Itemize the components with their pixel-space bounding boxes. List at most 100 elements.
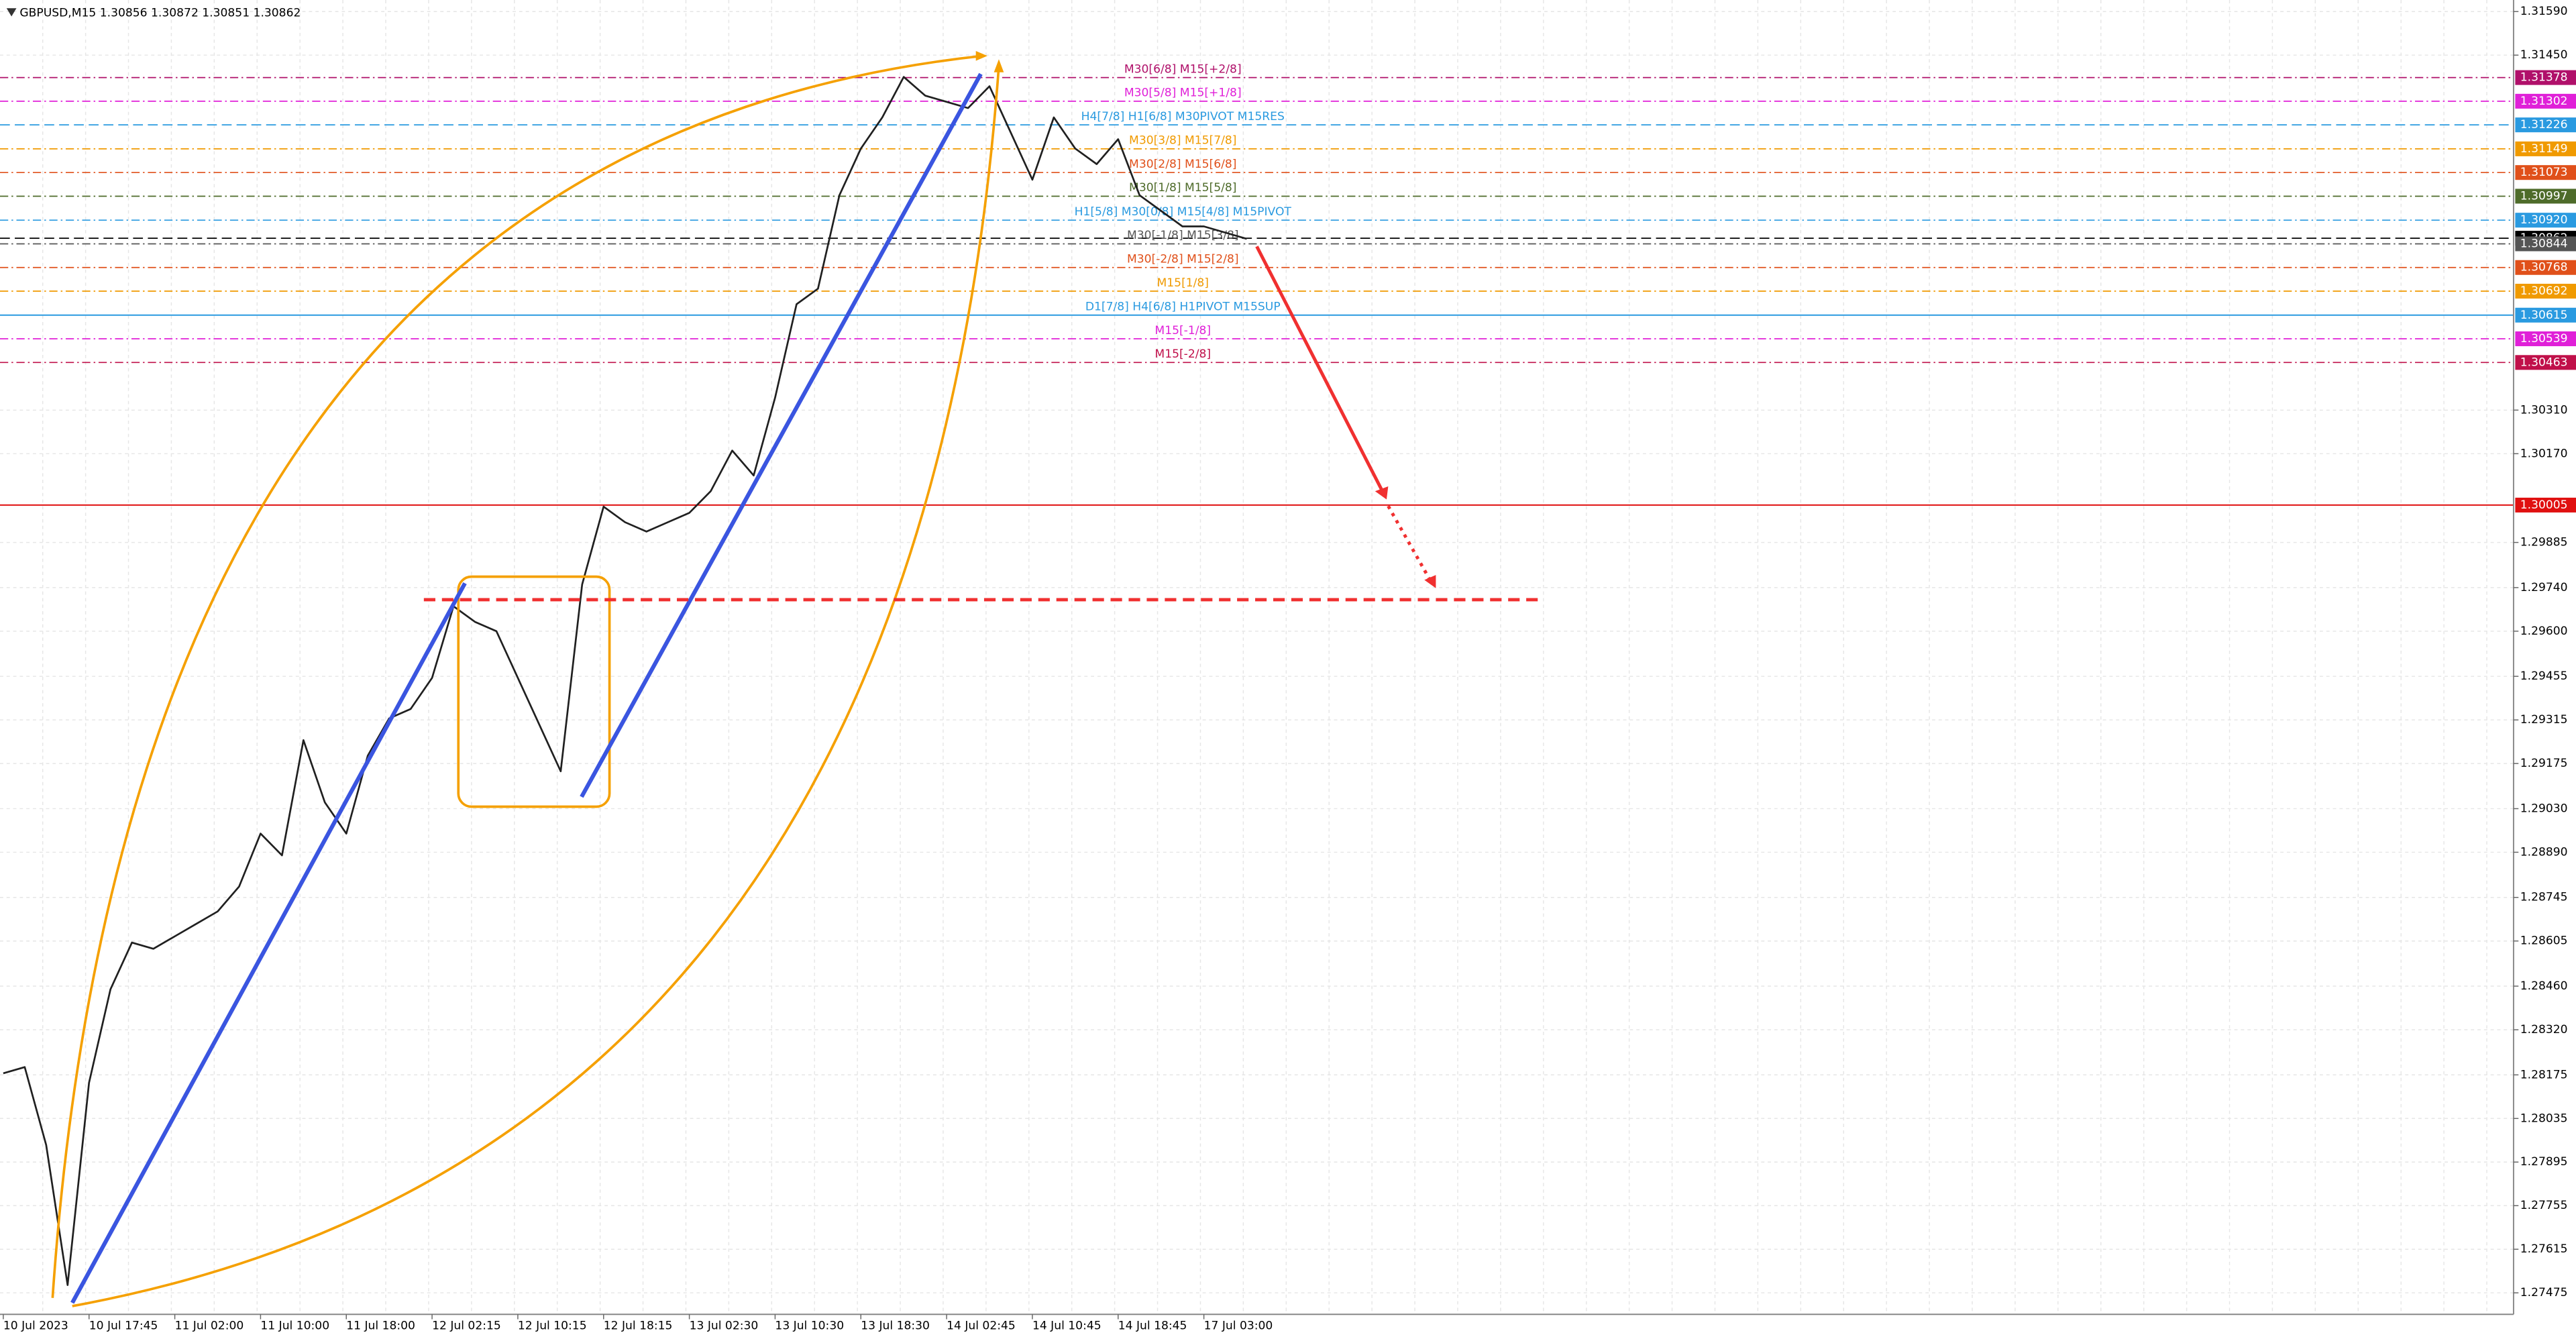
y-tick-label: 1.31450 [2520, 48, 2568, 62]
price-badge-label: 1.31073 [2520, 166, 2568, 179]
x-tick-label: 11 Jul 18:00 [346, 1319, 415, 1332]
price-badge [2515, 189, 2576, 204]
price-badge [2515, 331, 2576, 347]
price-badge-label: 1.31378 [2520, 71, 2568, 85]
orange-arc [72, 65, 1000, 1307]
arrow-head [994, 59, 1004, 72]
orange-arc [51, 54, 983, 1298]
price-badge-label: 1.31149 [2520, 142, 2568, 156]
level-label: M30[6/8] M15[+2/8] [1124, 62, 1242, 76]
chart-title: GBPUSD,M15 1.30856 1.30872 1.30851 1.308… [19, 7, 301, 20]
grid [0, 0, 2514, 1315]
price-badge-label: 1.30844 [2520, 237, 2568, 250]
x-tick-label: 12 Jul 10:15 [518, 1319, 587, 1332]
price-badge [2515, 141, 2576, 156]
drawings [51, 50, 1540, 1307]
x-tick-label: 14 Jul 10:45 [1032, 1319, 1102, 1332]
x-tick-label: 13 Jul 02:30 [690, 1319, 759, 1332]
x-tick-label: 10 Jul 17:45 [89, 1319, 158, 1332]
price-badge [2515, 497, 2576, 513]
y-tick-label: 1.27895 [2520, 1155, 2568, 1169]
y-tick-label: 1.29600 [2520, 625, 2568, 638]
y-tick-label: 1.27475 [2520, 1286, 2568, 1299]
price-badge-label: 1.30920 [2520, 213, 2568, 227]
level-label: M30[1/8] M15[5/8] [1129, 181, 1236, 195]
x-tick-label: 13 Jul 10:30 [775, 1319, 844, 1332]
y-tick-label: 1.28890 [2520, 845, 2568, 859]
y-tick-label: 1.29315 [2520, 713, 2568, 727]
level-label: H1[5/8] M30[0/8] M15[4/8] M15PIVOT [1075, 205, 1292, 219]
arrow-head [975, 50, 987, 61]
x-tick-label: 12 Jul 18:15 [604, 1319, 673, 1332]
arrow-head [1424, 575, 1436, 588]
price-badge [2515, 213, 2576, 228]
y-tick-label: 1.29740 [2520, 581, 2568, 594]
price-badge-label: 1.30463 [2520, 356, 2568, 369]
x-tick-label: 17 Jul 03:00 [1204, 1319, 1273, 1332]
x-tick-label: 13 Jul 18:30 [861, 1319, 930, 1332]
forecast-arrow [1387, 505, 1433, 583]
y-tick-label: 1.27615 [2520, 1242, 2568, 1256]
forecast-arrow [1255, 246, 1385, 494]
y-tick-label: 1.29455 [2520, 670, 2568, 683]
price-badge [2515, 260, 2576, 275]
price-badge [2515, 284, 2576, 299]
price-badge [2515, 93, 2576, 109]
y-tick-label: 1.30310 [2520, 403, 2568, 417]
price-badge-label: 1.30005 [2520, 498, 2568, 512]
price-badge [2515, 117, 2576, 133]
x-tick-label: 12 Jul 02:15 [432, 1319, 501, 1332]
trend-line [580, 72, 983, 798]
x-tick-label: 14 Jul 02:45 [947, 1319, 1016, 1332]
level-label: M30[5/8] M15[+1/8] [1124, 87, 1242, 100]
orange-box [457, 575, 611, 808]
arrow-head [1375, 486, 1389, 500]
y-tick-label: 1.29885 [2520, 536, 2568, 549]
price-badge-label: 1.30692 [2520, 284, 2568, 298]
y-tick-label: 1.29175 [2520, 757, 2568, 770]
price-badge-label: 1.30539 [2520, 332, 2568, 345]
x-tick-label: 10 Jul 2023 [3, 1319, 68, 1332]
axis-labels: 1.31590 1.31450 1.30310 1.30170 1.29885 1.297… [3, 5, 2576, 1332]
y-tick-label: 1.28320 [2520, 1023, 2568, 1036]
level-label: M30[-1/8] M15[3/8] [1127, 229, 1239, 242]
levels: M30[6/8] M15[+2/8] M30[5/8] M15[+1/8] H4[7… [0, 62, 2514, 506]
level-label: M15[-1/8] [1155, 324, 1211, 337]
price-badge-label: 1.30997 [2520, 189, 2568, 203]
level-label: M30[3/8] M15[7/8] [1129, 134, 1236, 148]
y-tick-label: 1.31590 [2520, 5, 2568, 18]
x-tick-label: 11 Jul 10:00 [260, 1319, 329, 1332]
level-label: M30[-2/8] M15[2/8] [1127, 253, 1239, 266]
y-tick-label: 1.29030 [2520, 802, 2568, 815]
y-tick-label: 1.28460 [2520, 979, 2568, 993]
price-badge [2515, 307, 2576, 323]
y-tick-label: 1.30170 [2520, 447, 2568, 460]
y-tick-label: 1.28175 [2520, 1068, 2568, 1081]
symbol-icon [6, 8, 17, 17]
level-label: M30[2/8] M15[6/8] [1129, 158, 1236, 171]
level-label: D1[7/8] H4[6/8] H1PIVOT M15SUP [1085, 301, 1281, 314]
y-tick-label: 1.27755 [2520, 1199, 2568, 1212]
price-badge [2515, 70, 2576, 85]
y-tick-label: 1.28745 [2520, 891, 2568, 904]
level-label: M15[1/8] [1157, 276, 1210, 290]
price-badge-label: 1.31302 [2520, 95, 2568, 108]
y-tick-label: 1.28605 [2520, 934, 2568, 948]
price-line [3, 76, 1247, 1286]
level-label: M15[-2/8] [1155, 347, 1211, 361]
price-badge [2515, 355, 2576, 370]
series [3, 76, 1247, 1286]
price-badge-label: 1.31226 [2520, 118, 2568, 131]
level-label: H4[7/8] H1[6/8] M30PIVOT M15RES [1081, 110, 1285, 123]
x-tick-label: 11 Jul 02:00 [175, 1319, 244, 1332]
price-badge [2515, 165, 2576, 180]
y-tick-label: 1.28035 [2520, 1112, 2568, 1125]
price-badge-label: 1.30615 [2520, 309, 2568, 322]
price-badge-label: 1.30768 [2520, 261, 2568, 274]
price-badge [2515, 236, 2576, 252]
x-tick-label: 14 Jul 18:45 [1118, 1319, 1187, 1332]
trend-line [70, 582, 467, 1304]
